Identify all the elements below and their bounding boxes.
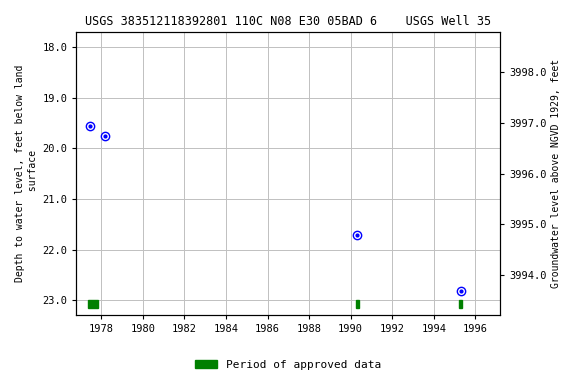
Title: USGS 383512118392801 110C N08 E30 05BAD 6    USGS Well 35: USGS 383512118392801 110C N08 E30 05BAD … <box>85 15 491 28</box>
Bar <box>356 300 359 308</box>
Y-axis label: Depth to water level, feet below land
 surface: Depth to water level, feet below land su… <box>15 65 38 282</box>
Legend: Period of approved data: Period of approved data <box>191 356 385 375</box>
Bar <box>459 300 463 308</box>
Bar <box>88 300 98 308</box>
Y-axis label: Groundwater level above NGVD 1929, feet: Groundwater level above NGVD 1929, feet <box>551 59 561 288</box>
